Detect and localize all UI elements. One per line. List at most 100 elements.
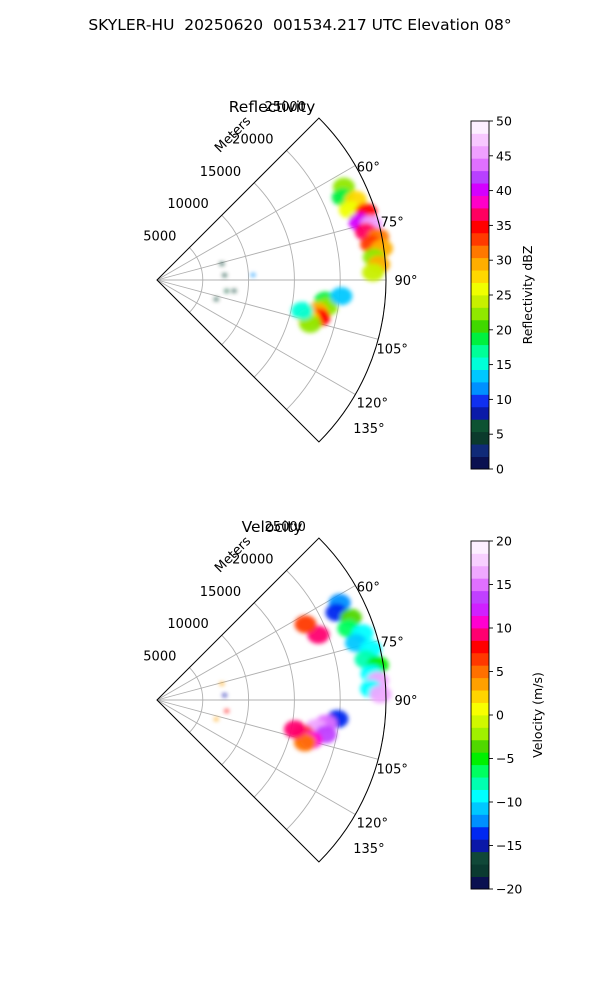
colorbar-swatch	[471, 590, 489, 604]
colorbar-swatch	[471, 270, 489, 283]
radial-tick-label: 25000	[265, 100, 306, 115]
colorbar-swatch	[471, 826, 489, 840]
azimuth-gridline-3	[156, 279, 379, 340]
page-title: SKYLER-HU 20250620 001534.217 UTC Elevat…	[88, 16, 512, 34]
azimuth-tick-label: 105°	[377, 762, 408, 777]
radial-tick-label: 15000	[200, 165, 241, 180]
colorbar-swatch	[471, 307, 489, 321]
azimuth-tick-label: 75°	[381, 216, 404, 231]
radial-tick-label: 10000	[167, 197, 208, 212]
echo-cell	[231, 289, 237, 293]
colorbar-swatch	[471, 752, 489, 766]
colorbar-swatch	[471, 864, 489, 877]
radial-tick-label: 20000	[232, 132, 273, 147]
echo-cell	[224, 289, 229, 293]
colorbar-tick-label: 5	[496, 664, 504, 679]
colorbar-swatch	[471, 876, 489, 890]
colorbar-swatch	[471, 208, 489, 221]
echo-cell	[214, 297, 219, 301]
azimuth-tick-label: 120°	[357, 817, 388, 832]
colorbar-swatch	[471, 640, 489, 654]
colorbar-swatch	[471, 245, 489, 259]
colorbar-swatch	[471, 802, 489, 815]
colorbar-swatch	[471, 257, 489, 271]
azimuth-gridline-1	[156, 640, 379, 701]
colorbar-swatch	[471, 444, 489, 457]
echo-cell	[283, 720, 306, 739]
radial-tick-label: 20000	[232, 552, 273, 567]
echo-cell	[291, 301, 314, 320]
colorbar-swatch	[471, 369, 489, 383]
reflectivity-panel: Reflectivity 500010000150002000025000Met…	[143, 98, 535, 477]
colorbar-swatch	[471, 295, 489, 308]
colorbar-swatch	[471, 183, 489, 196]
colorbar-tick-label: 20	[496, 322, 512, 337]
azimuth-tick-label: 135°	[353, 842, 384, 857]
echo-cell	[369, 685, 392, 704]
echo-cell	[224, 709, 229, 713]
echo-layer	[214, 593, 392, 752]
colorbar-tick-label: 0	[496, 462, 504, 477]
azimuth-tick-label: 135°	[353, 422, 384, 437]
colorbar-swatch	[471, 839, 489, 853]
radial-tick-label: 5000	[143, 230, 176, 245]
colorbar-swatch	[471, 195, 489, 209]
azimuth-tick-label: 105°	[377, 342, 408, 357]
azimuth-tick-label: 75°	[381, 636, 404, 651]
colorbar-swatch	[471, 690, 489, 703]
colorbar-tick-label: 0	[496, 708, 504, 723]
colorbar-swatch	[471, 220, 489, 234]
azimuth-gridline-4	[156, 699, 356, 815]
colorbar-swatch	[471, 282, 489, 296]
colorbar-swatch	[471, 431, 489, 445]
reflectivity-colorbar: 0 5 10 15 20 25 30 35 40 45 50	[470, 114, 512, 477]
colorbar-tick-label: 25	[496, 288, 512, 303]
colorbar-swatch	[471, 715, 489, 728]
colorbar-swatch	[471, 777, 489, 790]
azimuth-tick-label: 90°	[394, 274, 417, 289]
colorbar-tick-label: 10	[496, 621, 512, 636]
velocity-polar-axes: 500010000150002000025000Meters60°75°90°1…	[143, 520, 418, 863]
colorbar-swatch	[471, 578, 489, 592]
colorbar-swatch	[471, 332, 489, 346]
colorbar-tick-label: −5	[496, 751, 514, 766]
colorbar-swatch	[471, 133, 489, 147]
colorbar-swatch	[471, 814, 489, 828]
colorbar-tick-label: 40	[496, 183, 512, 198]
azimuth-gridline-3	[156, 699, 379, 760]
colorbar-tick-label: 10	[496, 392, 512, 407]
radial-tick-label: 15000	[200, 585, 241, 600]
colorbar-swatch	[471, 541, 489, 554]
echo-cell	[222, 693, 227, 697]
colorbar-tick-label: 5	[496, 427, 504, 442]
echo-cell	[330, 287, 353, 306]
reflectivity-polar-axes: 500010000150002000025000Meters60°75°90°1…	[143, 100, 418, 443]
colorbar-tick-label: 50	[496, 114, 512, 129]
echo-cell	[293, 733, 316, 752]
colorbar-swatch	[471, 382, 489, 395]
colorbar-tick-label: 35	[496, 218, 512, 233]
reflectivity-colorbar-label: Reflectivity dBZ	[520, 246, 535, 345]
echo-cell	[294, 615, 317, 634]
colorbar-tick-label: 20	[496, 534, 512, 549]
colorbar-swatch	[471, 394, 489, 408]
colorbar-swatch	[471, 789, 489, 803]
azimuth-gridline-4	[156, 279, 356, 395]
colorbar-swatch	[471, 344, 489, 358]
colorbar-tick-label: −15	[496, 838, 522, 853]
colorbar-swatch	[471, 727, 489, 741]
sector-outline	[156, 537, 387, 863]
colorbar-swatch	[471, 319, 489, 333]
radial-tick-label: 25000	[265, 520, 306, 535]
colorbar-swatch	[471, 145, 489, 159]
velocity-plot-title: Velocity	[242, 518, 303, 536]
azimuth-gridline-0	[156, 585, 356, 701]
colorbar-tick-label: −10	[496, 795, 522, 810]
colorbar-swatch	[471, 232, 489, 246]
colorbar-swatch	[471, 665, 489, 679]
radial-tick-label: 5000	[143, 650, 176, 665]
colorbar-swatch	[471, 121, 489, 134]
azimuth-gridline-0	[156, 165, 356, 281]
echo-cell	[214, 717, 219, 721]
azimuth-tick-label: 120°	[357, 397, 388, 412]
